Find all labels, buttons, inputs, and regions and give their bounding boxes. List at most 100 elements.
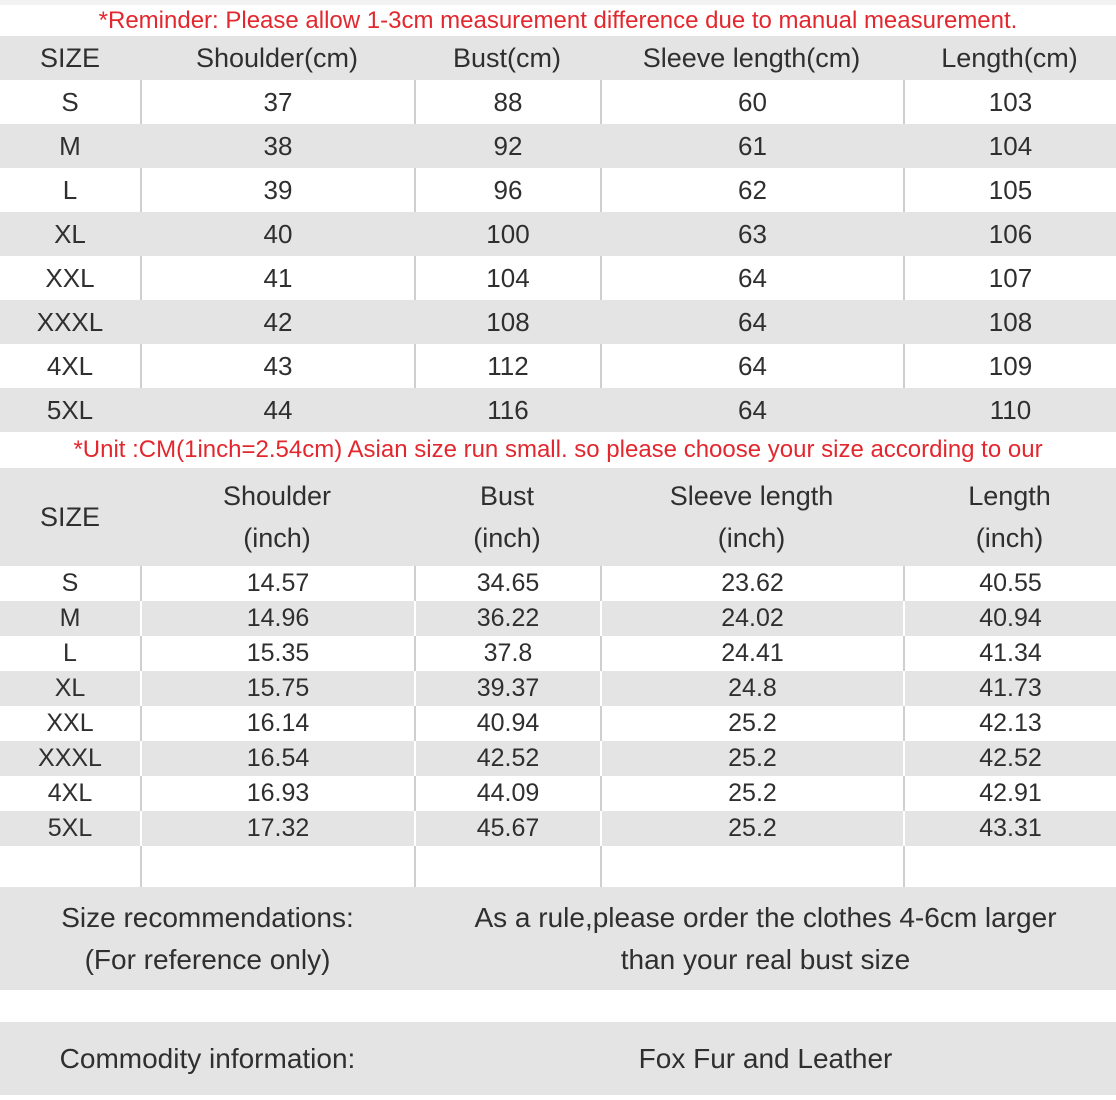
value-cell: 15.75 — [140, 671, 414, 706]
value-cell: 39 — [140, 168, 414, 212]
size-label: XXXL — [0, 741, 140, 776]
header-unit: (inch) — [717, 523, 786, 553]
value-cell: 42.52 — [903, 741, 1116, 776]
table-row-xl-inch: XL 15.75 39.37 24.8 41.73 — [0, 671, 1116, 706]
value-cell: 106 — [988, 218, 1033, 249]
size-label: M — [0, 601, 140, 636]
table-row-5xl-inch: 5XL 17.32 45.67 25.2 43.31 — [0, 811, 1116, 846]
value-cell: 34.65 — [414, 566, 600, 601]
header-title: Length — [968, 481, 1051, 511]
size-label: XXL — [45, 262, 95, 293]
value-cell: 16.54 — [140, 741, 414, 776]
value-cell: 112 — [414, 344, 600, 388]
table-row-m-inch: M 14.96 36.22 24.02 40.94 — [0, 601, 1116, 636]
header-cell-shoulder-inch: Shoulder (inch) — [140, 468, 414, 566]
header-cell-sleeve-cm: Sleeve length(cm) — [642, 42, 861, 73]
value-cell: 41.73 — [903, 671, 1116, 706]
value-cell: 14.96 — [140, 601, 414, 636]
size-label: L — [63, 639, 77, 667]
header-cell-sleeve-inch: Sleeve length (inch) — [600, 468, 903, 566]
value-cell: 64 — [738, 306, 767, 337]
size-recommendation-text-line1: As a rule,please order the clothes 4-6cm… — [474, 901, 1057, 933]
value-cell: 24.8 — [600, 671, 903, 706]
value-cell: 40.94 — [903, 601, 1116, 636]
header-cell-bust-inch: Bust (inch) — [414, 468, 600, 566]
empty-cell — [0, 846, 140, 887]
value-cell: 41 — [140, 256, 414, 300]
header-title: Sleeve length — [669, 481, 834, 511]
header-size-text: SIZE — [39, 502, 100, 532]
value-cell: 24.41 — [600, 636, 903, 671]
empty-cell — [600, 846, 903, 887]
value-cell: 116 — [487, 394, 529, 425]
value-cell: 40.55 — [903, 566, 1116, 601]
header-cell-bust-cm: Bust(cm) — [453, 42, 561, 73]
empty-cell — [903, 846, 1116, 887]
value-cell: 25.2 — [600, 811, 903, 846]
value-cell: 42 — [263, 306, 293, 337]
size-label: XXL — [46, 709, 94, 737]
size-label: XL — [0, 671, 140, 706]
header-title: Shoulder — [222, 481, 332, 511]
size-label: S — [61, 86, 79, 117]
value-cell: 16.93 — [140, 776, 414, 811]
table-row-4xl-inch: 4XL 16.93 44.09 25.2 42.91 — [0, 776, 1116, 811]
white-gap — [0, 990, 1116, 1022]
value-cell: 92 — [493, 130, 523, 161]
value-cell: 44.09 — [414, 776, 600, 811]
commodity-value: Fox Fur and Leather — [415, 1022, 1116, 1095]
size-table-cm: SIZE Shoulder(cm) Bust(cm) Sleeve length… — [0, 36, 1116, 432]
value-cell: 42.52 — [414, 741, 600, 776]
value-cell: 43 — [140, 344, 414, 388]
commodity-band: Commodity information: Fox Fur and Leath… — [0, 1022, 1116, 1095]
value-cell: 96 — [414, 168, 600, 212]
table-row-4xl-cm: 4XL 43 112 64 109 — [0, 344, 1116, 388]
table-row-xxxl-inch: XXXL 16.54 42.52 25.2 42.52 — [0, 741, 1116, 776]
empty-cell — [414, 846, 600, 887]
value-cell: 42.13 — [903, 706, 1116, 741]
commodity-value-text: Fox Fur and Leather — [638, 1042, 893, 1074]
value-cell: 64 — [600, 256, 903, 300]
value-cell: 103 — [903, 80, 1116, 124]
value-cell: 25.2 — [600, 741, 903, 776]
bottom-strip — [0, 1095, 1116, 1100]
value-cell: 40.94 — [414, 706, 600, 741]
header-cell-size: SIZE — [39, 42, 100, 73]
top-strip — [0, 0, 1116, 5]
size-label: M — [59, 130, 81, 161]
value-cell: 61 — [738, 130, 767, 161]
value-cell: 100 — [486, 218, 530, 249]
value-cell: 45.67 — [414, 811, 600, 846]
size-label: XL — [54, 218, 86, 249]
value-cell: 40 — [263, 218, 293, 249]
size-label: L — [62, 174, 78, 205]
value-cell: 108 — [486, 306, 530, 337]
value-cell: 36.22 — [414, 601, 600, 636]
value-cell: 37 — [140, 80, 414, 124]
header-cell-length-cm: Length(cm) — [941, 42, 1078, 73]
size-recommendation-label: Size recommendations: (For reference onl… — [0, 887, 415, 990]
size-recommendation-label-line1: Size recommendations: — [61, 901, 354, 933]
size-label: XXXL — [36, 306, 104, 337]
size-label: 4XL — [47, 779, 93, 807]
value-cell: 25.2 — [600, 776, 903, 811]
value-cell: 42.91 — [903, 776, 1116, 811]
table-row-xl-cm: XL 40 100 63 106 — [0, 212, 1116, 256]
value-cell: 14.57 — [140, 566, 414, 601]
size-label: 5XL — [46, 394, 94, 425]
size-table-cm-header: SIZE Shoulder(cm) Bust(cm) Sleeve length… — [0, 36, 1116, 80]
header-cell-size-inch: SIZE — [0, 468, 140, 566]
table-row-xxl-cm: XXL 41 104 64 107 — [0, 256, 1116, 300]
unit-note: *Unit :CM(1inch=2.54cm) Asian size run s… — [73, 436, 1043, 463]
header-title: Bust — [479, 481, 535, 511]
empty-spacer-row — [0, 846, 1116, 887]
table-row-xxxl-cm: XXXL 42 108 64 108 — [0, 300, 1116, 344]
header-unit: (inch) — [473, 523, 541, 553]
value-cell: 105 — [903, 168, 1116, 212]
size-recommendation-text: As a rule,please order the clothes 4-6cm… — [415, 887, 1116, 990]
size-label: 4XL — [46, 350, 94, 381]
header-cell-length-inch: Length (inch) — [903, 468, 1116, 566]
value-cell: 104 — [988, 130, 1033, 161]
table-row-xxl-inch: XXL 16.14 40.94 25.2 42.13 — [0, 706, 1116, 741]
table-row-l-cm: L 39 96 62 105 — [0, 168, 1116, 212]
